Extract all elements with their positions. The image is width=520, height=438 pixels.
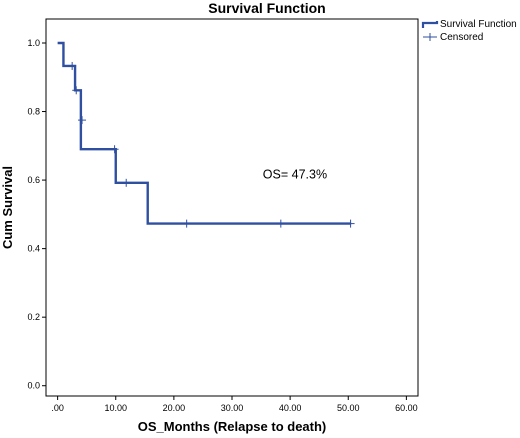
legend-item-censored: [423, 33, 437, 41]
y-tick-label: 0.4: [27, 244, 40, 254]
censored-marker: [72, 86, 81, 95]
censored-markers: [68, 61, 355, 228]
censored-marker: [182, 219, 191, 228]
x-tick-label: 60.00: [395, 403, 418, 413]
y-tick-label: 0.8: [27, 107, 40, 117]
legend: Survival Function Censored: [421, 19, 517, 43]
x-tick-label: 40.00: [279, 403, 302, 413]
x-tick-label: 10.00: [104, 403, 127, 413]
chart-title: Survival Function: [208, 0, 325, 16]
legend-line-icon: [421, 21, 439, 28]
x-axis-label: OS_Months (Relapse to death): [138, 419, 327, 434]
legend-label-censored: Censored: [440, 32, 483, 43]
x-tick-label: .00: [51, 403, 64, 413]
axes: .00 10.00 20.00 30.00 40.00 50.00 60.00 0.0 0.2 0…: [27, 38, 417, 413]
x-tick-label: 30.00: [221, 403, 244, 413]
censored-marker: [68, 61, 77, 70]
censored-marker: [110, 145, 119, 154]
censored-marker: [276, 219, 285, 228]
censored-marker: [122, 178, 131, 187]
censored-marker: [346, 219, 355, 228]
y-tick-label: 0.0: [27, 381, 40, 391]
legend-item-survival-function: [421, 21, 439, 28]
y-tick-label: 0.6: [27, 175, 40, 185]
censored-marker: [78, 116, 87, 125]
y-axis-label: Cum Survival: [0, 166, 15, 249]
x-tick-label: 50.00: [337, 403, 360, 413]
plot-area: [45, 18, 419, 397]
y-tick-label: 1.0: [27, 38, 40, 48]
os-annotation: OS= 47.3%: [263, 167, 327, 181]
legend-label-survival-function: Survival Function: [440, 19, 517, 30]
y-tick-label: 0.2: [27, 312, 40, 322]
x-tick-label: 20.00: [163, 403, 186, 413]
